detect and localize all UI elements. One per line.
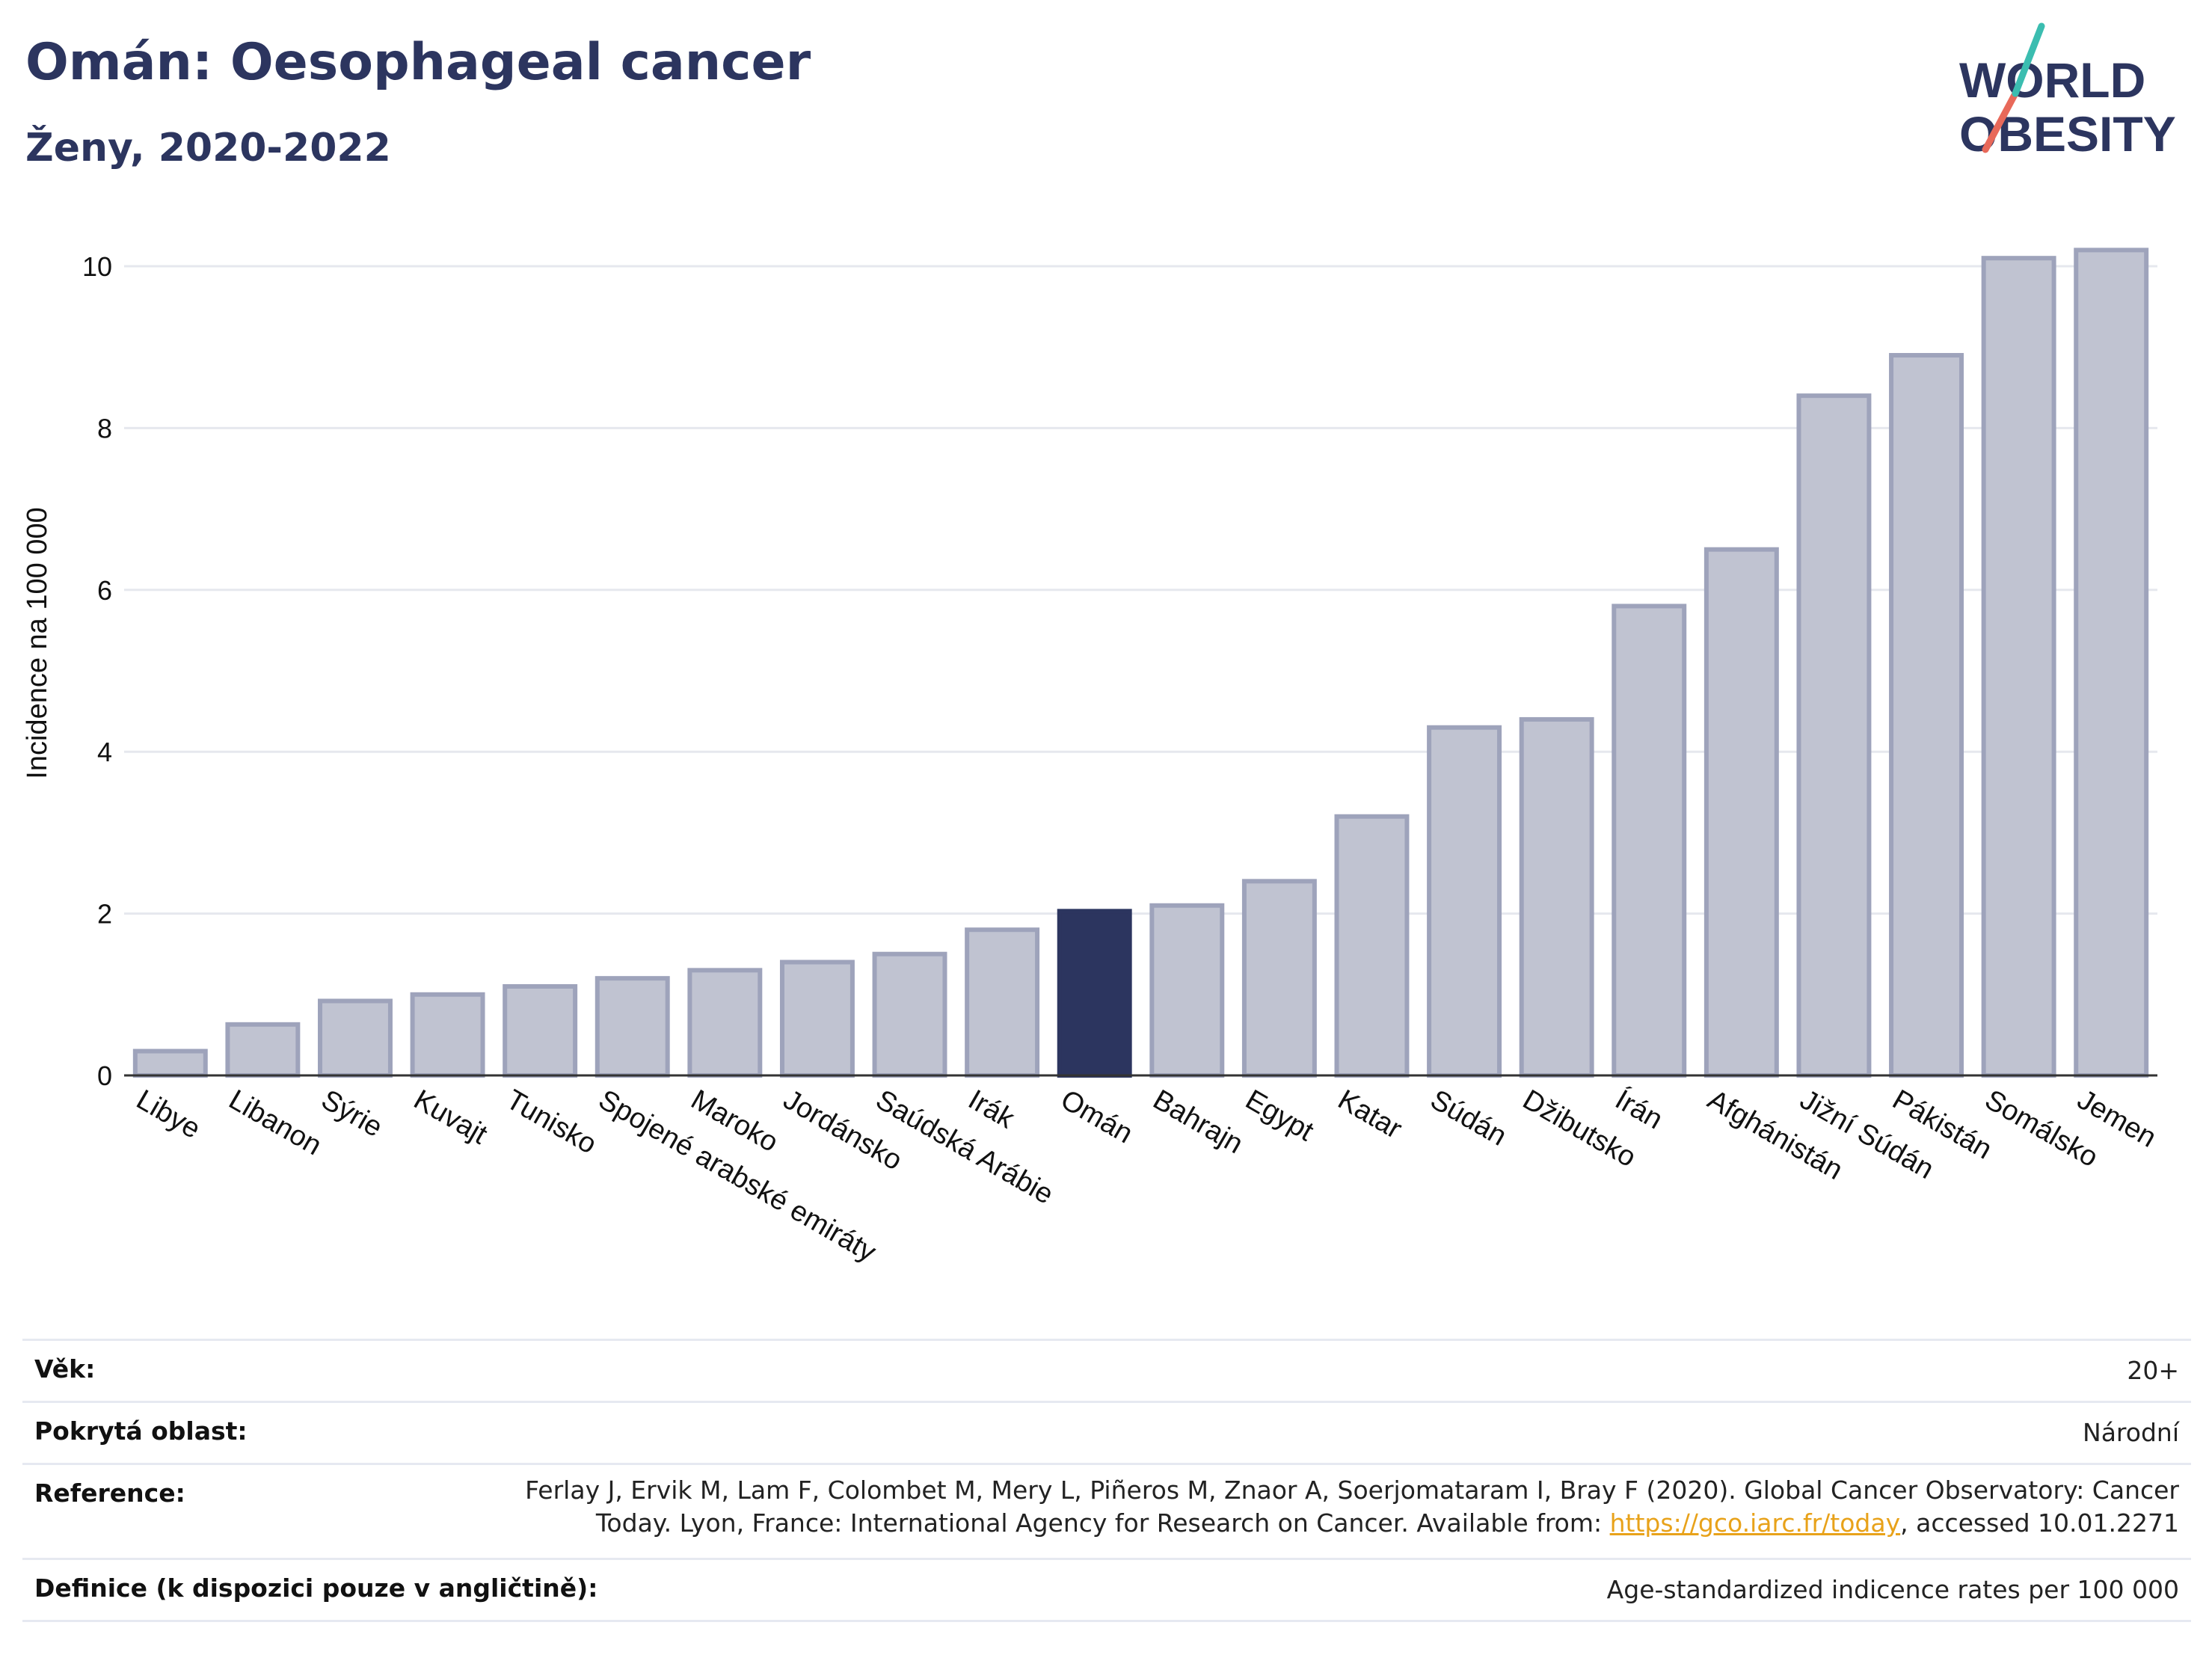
- bars: [132, 248, 2149, 1078]
- x-tick-label: Írán: [1610, 1084, 1668, 1136]
- bar-20: [1981, 256, 2056, 1078]
- bar-18: [1796, 393, 1872, 1078]
- x-tick-label: Katar: [1333, 1084, 1407, 1145]
- page-title: Omán: Oesophageal cancer: [25, 33, 811, 92]
- logo-line1: WORLD: [1959, 52, 2145, 108]
- reference-line2-post: , accessed 10.01.2271: [1900, 1508, 2179, 1538]
- info-row-reference: Reference: Ferlay J, Ervik M, Lam F, Col…: [22, 1463, 2191, 1558]
- x-tick-label: Egypt: [1240, 1084, 1319, 1147]
- y-tick-labels: 0 2 4 6 8 10: [82, 251, 112, 1091]
- area-label: Pokrytá oblast:: [34, 1416, 248, 1446]
- bar-13: [1334, 814, 1410, 1078]
- info-row-definition: Definice (k dispozici pouze v angličtině…: [22, 1558, 2191, 1622]
- reference-label: Reference:: [34, 1479, 185, 1508]
- x-tick-label: Kuvajt: [408, 1084, 493, 1150]
- x-tick-label: Súdán: [1425, 1084, 1512, 1152]
- y-axis-label: Incidence na 100 000: [22, 507, 53, 779]
- bar-11: [1149, 903, 1225, 1078]
- bar-9: [965, 927, 1040, 1078]
- x-tick-label: Bahrajn: [1148, 1084, 1248, 1160]
- reference-line2-pre: Today. Lyon, France: International Agenc…: [595, 1508, 1610, 1538]
- y-tick-label: 0: [97, 1060, 112, 1091]
- y-tick-label: 2: [97, 899, 112, 930]
- x-tick-label: Omán: [1055, 1084, 1138, 1149]
- y-tick-label: 6: [97, 575, 112, 606]
- y-tick-label: 8: [97, 413, 112, 443]
- bar-15: [1519, 716, 1594, 1078]
- page-subtitle: Ženy, 2020-2022: [25, 126, 391, 171]
- x-tick-label: Libye: [131, 1084, 206, 1145]
- info-row-age: Věk: 20+: [22, 1339, 2191, 1401]
- y-tick-label: 10: [82, 251, 112, 282]
- x-tick-label: Libanon: [224, 1084, 327, 1161]
- bar-21: [2074, 248, 2149, 1078]
- area-value: Národní: [2083, 1418, 2179, 1447]
- info-row-area: Pokrytá oblast: Národní: [22, 1401, 2191, 1463]
- bar-10: [1057, 909, 1132, 1078]
- x-tick-label: Irák: [963, 1084, 1021, 1135]
- bar-14: [1427, 725, 1502, 1078]
- bar-8: [872, 951, 947, 1078]
- bar-16: [1612, 604, 1687, 1078]
- bar-6: [687, 968, 763, 1078]
- bar-4: [503, 983, 578, 1078]
- bar-7: [779, 959, 855, 1078]
- bar-2: [318, 998, 393, 1078]
- age-label: Věk:: [34, 1354, 96, 1384]
- definition-label: Definice (k dispozici pouze v angličtině…: [34, 1573, 598, 1603]
- bar-0: [132, 1048, 208, 1078]
- reference-value: Ferlay J, Ervik M, Lam F, Colombet M, Me…: [525, 1474, 2179, 1540]
- bar-5: [595, 976, 670, 1078]
- bar-3: [410, 992, 485, 1078]
- info-table: Věk: 20+ Pokrytá oblast: Národní Referen…: [22, 1339, 2191, 1622]
- bar-19: [1889, 353, 1964, 1078]
- age-value: 20+: [2127, 1356, 2179, 1385]
- reference-link[interactable]: https://gco.iarc.fr/today: [1609, 1508, 1901, 1538]
- definition-value: Age-standardized indicence rates per 100…: [1606, 1575, 2179, 1604]
- world-obesity-logo: WORLD OBESITY: [1959, 22, 2176, 162]
- bar-12: [1241, 879, 1317, 1078]
- bar-1: [225, 1022, 301, 1078]
- x-tick-label: Tunisko: [501, 1084, 602, 1160]
- bar-17: [1703, 547, 1779, 1078]
- y-tick-label: 4: [97, 737, 112, 767]
- reference-line1: Ferlay J, Ervik M, Lam F, Colombet M, Me…: [525, 1476, 2179, 1505]
